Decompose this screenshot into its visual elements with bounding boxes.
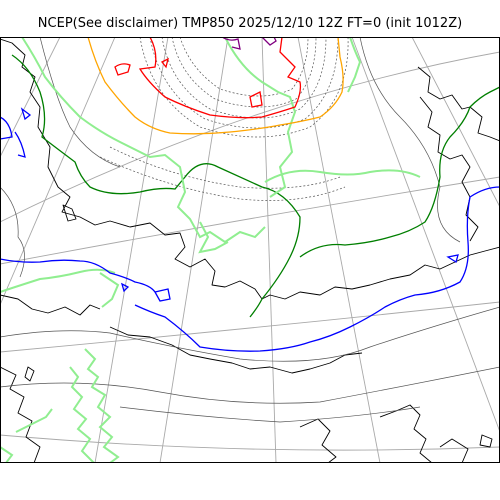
longitude-line xyxy=(261,37,277,463)
longitude-line xyxy=(297,37,381,463)
latitude-line xyxy=(0,434,500,451)
coastline xyxy=(439,438,469,463)
coastline xyxy=(379,404,433,463)
isotherm xyxy=(446,254,459,264)
longitude-line xyxy=(0,37,61,158)
graticule xyxy=(0,37,500,463)
isotherm xyxy=(299,86,500,258)
isotherm xyxy=(359,37,461,243)
coastline xyxy=(0,38,500,300)
isotherm xyxy=(0,116,13,140)
coastline xyxy=(419,96,479,242)
latitude-line xyxy=(0,176,500,265)
longitude-line xyxy=(0,37,116,306)
isotherm xyxy=(11,54,301,318)
isotherm xyxy=(161,37,327,119)
isotherm xyxy=(171,37,317,108)
isotherm xyxy=(114,63,131,76)
isotherms-thin xyxy=(0,37,500,423)
coastline xyxy=(0,294,101,316)
coastline xyxy=(417,66,500,142)
isotherm xyxy=(198,221,229,254)
isotherm xyxy=(0,268,116,293)
isotherm xyxy=(347,37,362,93)
isotherm xyxy=(84,348,120,463)
isotherm xyxy=(119,406,421,423)
isotherm xyxy=(0,366,500,404)
longitude-line xyxy=(351,37,500,433)
isotherm xyxy=(160,57,169,69)
longitude-line xyxy=(411,37,500,208)
isotherm xyxy=(15,408,53,433)
isotherm xyxy=(120,282,130,293)
isotherm xyxy=(264,169,421,183)
isotherm xyxy=(249,91,263,108)
coastline xyxy=(299,418,337,463)
isotherm xyxy=(179,37,309,97)
longitude-line xyxy=(159,37,229,463)
coastline xyxy=(24,366,35,382)
isotherm xyxy=(134,186,500,352)
latitude-line xyxy=(0,51,500,223)
isotherm xyxy=(149,37,339,129)
map-title: NCEP(See disclaimer) TMP850 2025/12/10 1… xyxy=(37,16,463,31)
isotherm xyxy=(139,37,349,138)
isotherm xyxy=(21,37,266,244)
isotherm-blue xyxy=(0,107,500,352)
isotherm xyxy=(261,37,277,46)
isotherm xyxy=(14,131,26,158)
isotherm-red xyxy=(114,37,302,119)
isotherm xyxy=(224,37,297,198)
isotherm xyxy=(109,146,341,189)
isotherm xyxy=(0,306,500,362)
isotherm-green xyxy=(11,54,500,318)
isotherm xyxy=(221,37,241,50)
coastline xyxy=(479,434,493,448)
isotherm xyxy=(99,272,120,308)
map-canvas xyxy=(0,37,500,463)
isotherm xyxy=(69,366,95,463)
isotherm xyxy=(0,446,14,463)
isotherm-orange xyxy=(87,37,344,135)
coastlines xyxy=(0,38,500,463)
coastline xyxy=(62,204,77,222)
isotherm xyxy=(39,37,121,168)
longitude-line xyxy=(94,37,169,463)
coastline xyxy=(0,366,41,463)
isotherm-lightgreen xyxy=(0,37,421,463)
isotherm xyxy=(20,107,32,121)
isotherm xyxy=(0,186,25,278)
isotherm xyxy=(99,156,346,201)
isotherm-purple xyxy=(221,37,277,50)
isotherm xyxy=(87,37,344,135)
latitude-line xyxy=(0,301,500,353)
map-frame xyxy=(0,37,500,463)
isotherm xyxy=(138,37,302,119)
coastline xyxy=(109,326,363,374)
isotherm xyxy=(0,258,171,302)
